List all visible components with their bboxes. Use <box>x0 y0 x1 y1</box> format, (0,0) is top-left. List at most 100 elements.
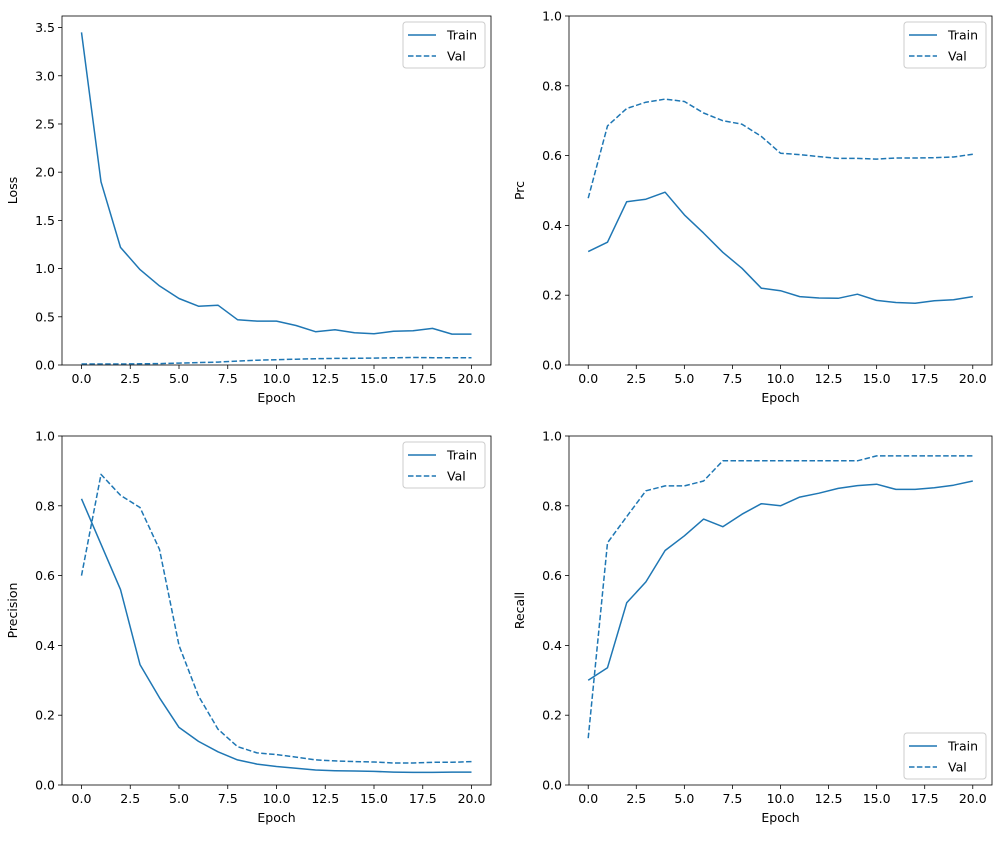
x-tick-label: 0.0 <box>578 371 598 386</box>
legend-label-train: Train <box>446 28 477 43</box>
legend: Train Val <box>903 21 987 69</box>
subplot-precision: 0.0 2.5 5.0 7.5 10.0 12.5 15.0 17.5 20.0 0.0 0.2 0.… <box>5 429 492 825</box>
axes-frame <box>568 435 993 786</box>
x-tick-label: 17.5 <box>911 371 939 386</box>
y-tick-label: 0.6 <box>542 568 562 583</box>
legend-box <box>903 732 987 780</box>
x-tick-label: 20.0 <box>458 791 486 806</box>
x-tick-label: 7.5 <box>218 791 238 806</box>
x-tick-label: 20.0 <box>959 791 987 806</box>
x-tick-label: 15.0 <box>863 371 891 386</box>
x-tick-label: 17.5 <box>409 791 437 806</box>
x-tick-label: 0.0 <box>578 791 598 806</box>
y-tick-label: 0.5 <box>35 309 55 324</box>
y-tick-label: 0.6 <box>542 148 562 163</box>
x-tick-label: 10.0 <box>767 791 795 806</box>
series-line-train <box>80 32 472 335</box>
x-tick-label: 0.0 <box>72 371 92 386</box>
y-tick-label: 0.4 <box>542 218 562 233</box>
series-line-val <box>587 98 973 199</box>
y-tick-label: 1.0 <box>542 429 562 444</box>
y-tick-label: 0.6 <box>35 568 55 583</box>
y-tick-label: 0.8 <box>542 498 562 513</box>
x-tick-label: 15.0 <box>360 791 388 806</box>
x-tick-label: 7.5 <box>218 371 238 386</box>
y-tick-label: 1.5 <box>35 213 55 228</box>
x-tick-label: 17.5 <box>911 791 939 806</box>
x-tick-label: 15.0 <box>863 791 891 806</box>
y-tick-label: 3.0 <box>35 68 55 83</box>
y-tick-label: 2.0 <box>35 165 55 180</box>
y-tick-label: 0.4 <box>35 638 55 653</box>
y-tick-label: 0.4 <box>542 638 562 653</box>
legend-label-val: Val <box>948 49 967 64</box>
y-tick-label: 3.5 <box>35 20 55 35</box>
y-tick-label: 2.5 <box>35 116 55 131</box>
x-axis-label: Epoch <box>761 390 799 405</box>
y-axis-label: Recall <box>512 592 527 629</box>
x-tick-label: 20.0 <box>959 371 987 386</box>
x-tick-label: 5.0 <box>674 791 694 806</box>
x-tick-label: 10.0 <box>767 371 795 386</box>
y-axis-label: Prc <box>512 181 527 200</box>
x-tick-label: 12.5 <box>311 791 339 806</box>
y-tick-label: 0.8 <box>542 78 562 93</box>
y-tick-label: 1.0 <box>35 261 55 276</box>
legend: Train Val <box>402 21 486 69</box>
x-tick-label: 7.5 <box>722 791 742 806</box>
y-tick-label: 0.0 <box>35 358 55 373</box>
legend-label-train: Train <box>446 448 477 463</box>
x-tick-label: 2.5 <box>626 791 646 806</box>
y-tick-label: 0.2 <box>542 708 562 723</box>
y-tick-label: 0.8 <box>35 498 55 513</box>
series-line-val <box>587 455 973 739</box>
legend-box <box>903 21 987 69</box>
legend-label-train: Train <box>947 739 978 754</box>
y-tick-label: 0.2 <box>35 708 55 723</box>
x-axis-label: Epoch <box>257 810 295 825</box>
series-line-train <box>80 498 472 774</box>
series-line-val <box>80 473 472 764</box>
subplot-loss: 0.0 2.5 5.0 7.5 10.0 12.5 15.0 17.5 20.0 0.0 0.5 1.… <box>5 15 492 405</box>
legend: Train Val <box>903 732 987 780</box>
x-axis-label: Epoch <box>257 390 295 405</box>
x-tick-label: 10.0 <box>263 791 291 806</box>
x-tick-label: 12.5 <box>815 371 843 386</box>
x-tick-label: 15.0 <box>360 371 388 386</box>
x-tick-label: 2.5 <box>120 791 140 806</box>
x-tick-label: 10.0 <box>263 371 291 386</box>
legend-label-val: Val <box>447 49 466 64</box>
subplot-prc: 0.0 2.5 5.0 7.5 10.0 12.5 15.0 17.5 20.0 0.0 0.2 0.… <box>512 9 993 405</box>
legend: Train Val <box>402 441 486 489</box>
legend-box <box>402 21 486 69</box>
y-axis-label: Loss <box>5 177 20 204</box>
x-tick-label: 12.5 <box>311 371 339 386</box>
legend-label-train: Train <box>947 28 978 43</box>
legend-box <box>402 441 486 489</box>
axes-frame <box>61 15 492 366</box>
y-axis-label: Precision <box>5 583 20 639</box>
y-tick-label: 0.0 <box>35 778 55 793</box>
subplot-recall: 0.0 2.5 5.0 7.5 10.0 12.5 15.0 17.5 20.0 0.0 0.2 0.… <box>512 429 993 825</box>
legend-label-val: Val <box>948 760 967 775</box>
legend-label-val: Val <box>447 469 466 484</box>
axes-frame <box>568 15 993 366</box>
y-tick-label: 1.0 <box>35 429 55 444</box>
y-tick-label: 1.0 <box>542 9 562 24</box>
axes-frame <box>61 435 492 786</box>
x-tick-label: 5.0 <box>169 791 189 806</box>
series-line-train <box>587 191 973 304</box>
x-axis-label: Epoch <box>761 810 799 825</box>
x-tick-label: 0.0 <box>72 791 92 806</box>
x-tick-label: 5.0 <box>169 371 189 386</box>
x-tick-label: 12.5 <box>815 791 843 806</box>
x-tick-label: 17.5 <box>409 371 437 386</box>
y-tick-label: 0.0 <box>542 778 562 793</box>
x-tick-label: 5.0 <box>674 371 694 386</box>
x-tick-label: 2.5 <box>626 371 646 386</box>
series-line-train <box>587 480 973 681</box>
series-line-val <box>81 356 472 365</box>
x-tick-label: 7.5 <box>722 371 742 386</box>
x-tick-label: 2.5 <box>120 371 140 386</box>
